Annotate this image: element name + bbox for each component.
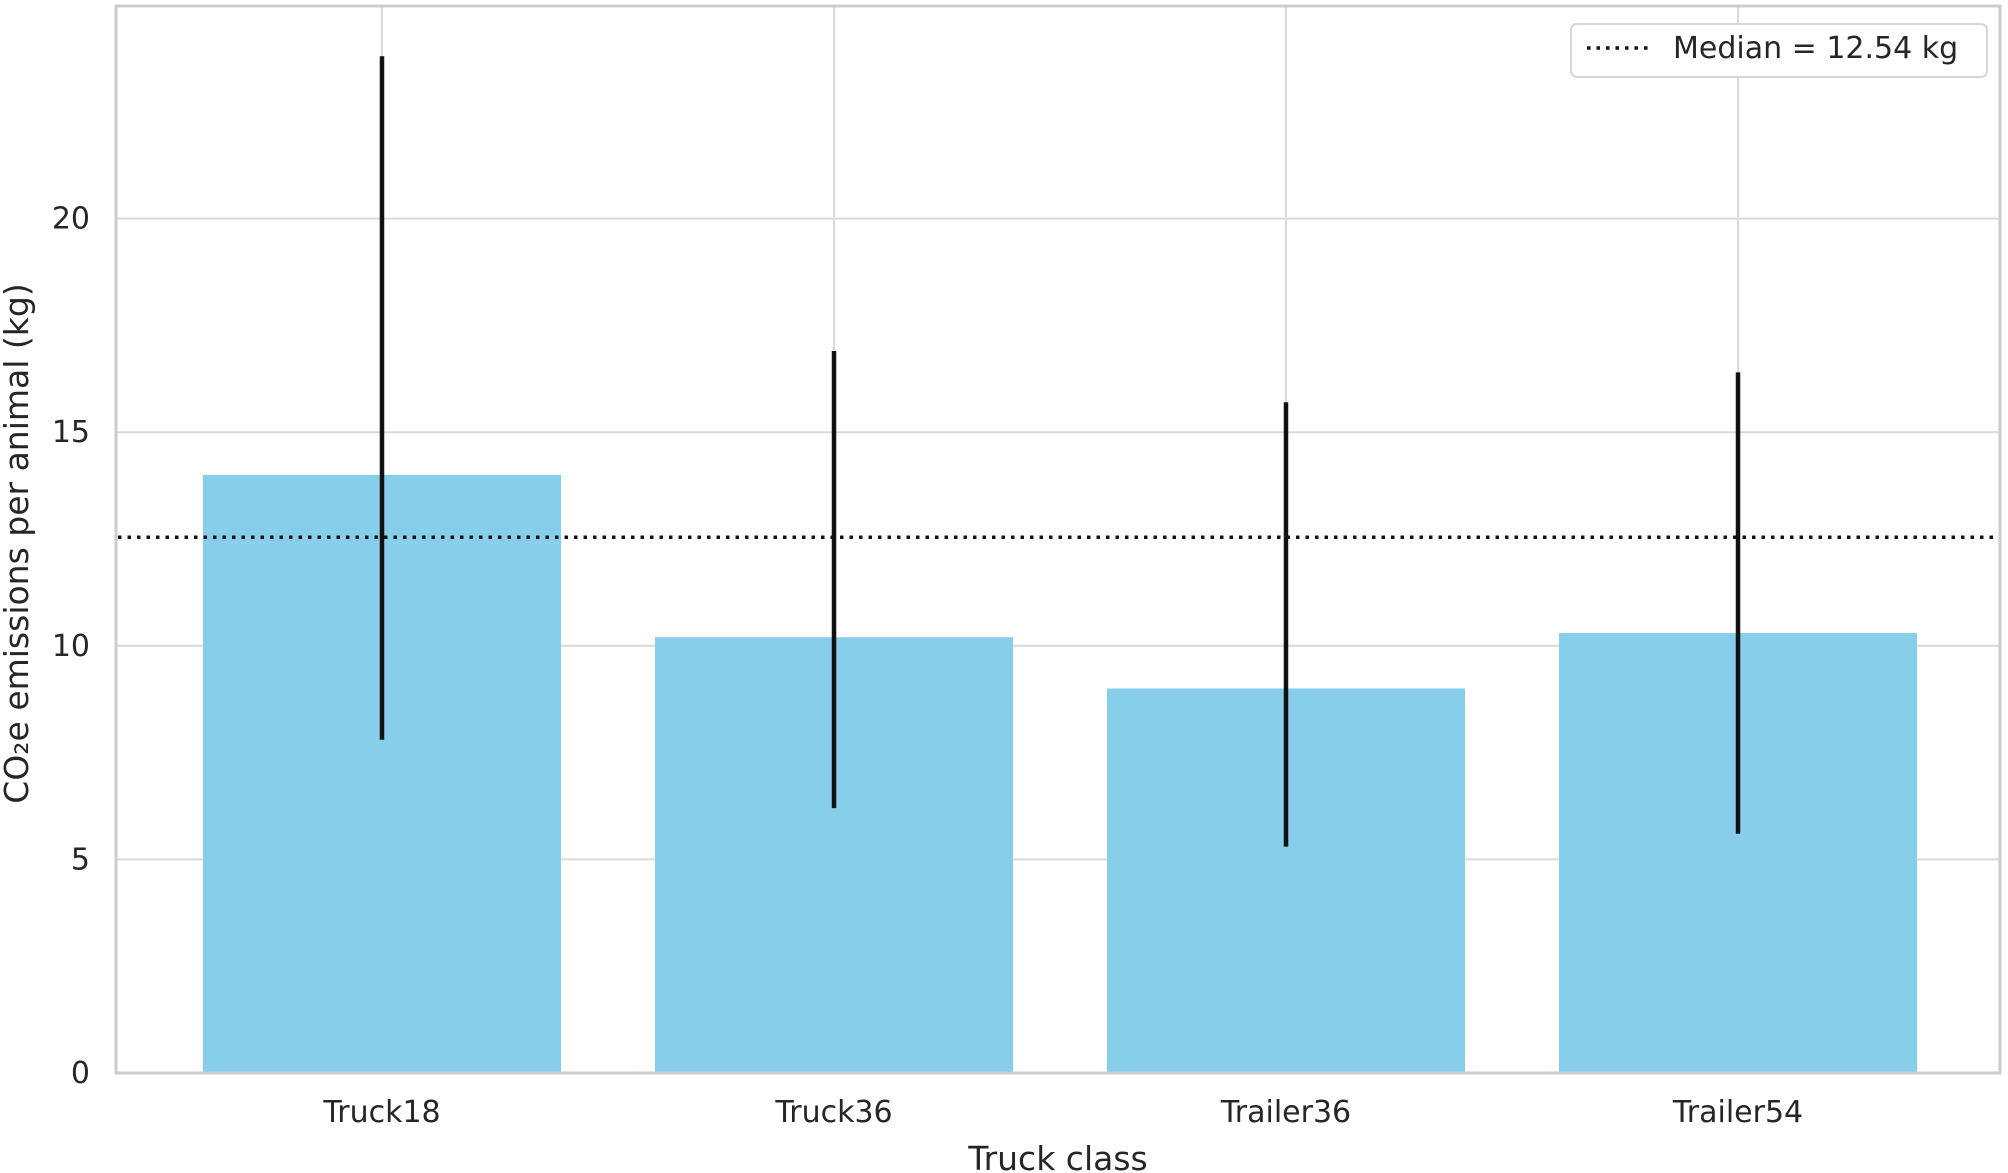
x-tick-label: Trailer36 — [1220, 1095, 1351, 1130]
y-tick-label: 15 — [52, 415, 90, 450]
y-tick-label: 5 — [71, 842, 90, 877]
x-axis-title: Truck class — [967, 1139, 1147, 1173]
legend: Median = 12.54 kg — [1570, 23, 1988, 78]
x-tick-label: Truck18 — [322, 1095, 440, 1130]
y-tick-labels: 0 5 10 15 20 — [52, 202, 90, 1091]
legend-box — [1570, 23, 1988, 78]
y-tick-label: 0 — [71, 1056, 90, 1091]
x-tick-label: Trailer54 — [1672, 1095, 1803, 1130]
y-axis-title: CO₂e emissions per animal (kg) — [0, 283, 36, 803]
legend-median-label: Median = 12.54 kg — [1673, 31, 1958, 66]
x-tick-label: Truck36 — [774, 1095, 892, 1130]
bars — [203, 474, 1917, 1073]
plot-frame — [114, 4, 2002, 1075]
x-tick-labels: Truck18 Truck36 Trailer36 Trailer54 — [322, 1095, 1803, 1130]
error-bars — [379, 56, 1741, 847]
y-tick-label: 10 — [52, 629, 90, 664]
y-tick-label: 20 — [52, 202, 90, 237]
